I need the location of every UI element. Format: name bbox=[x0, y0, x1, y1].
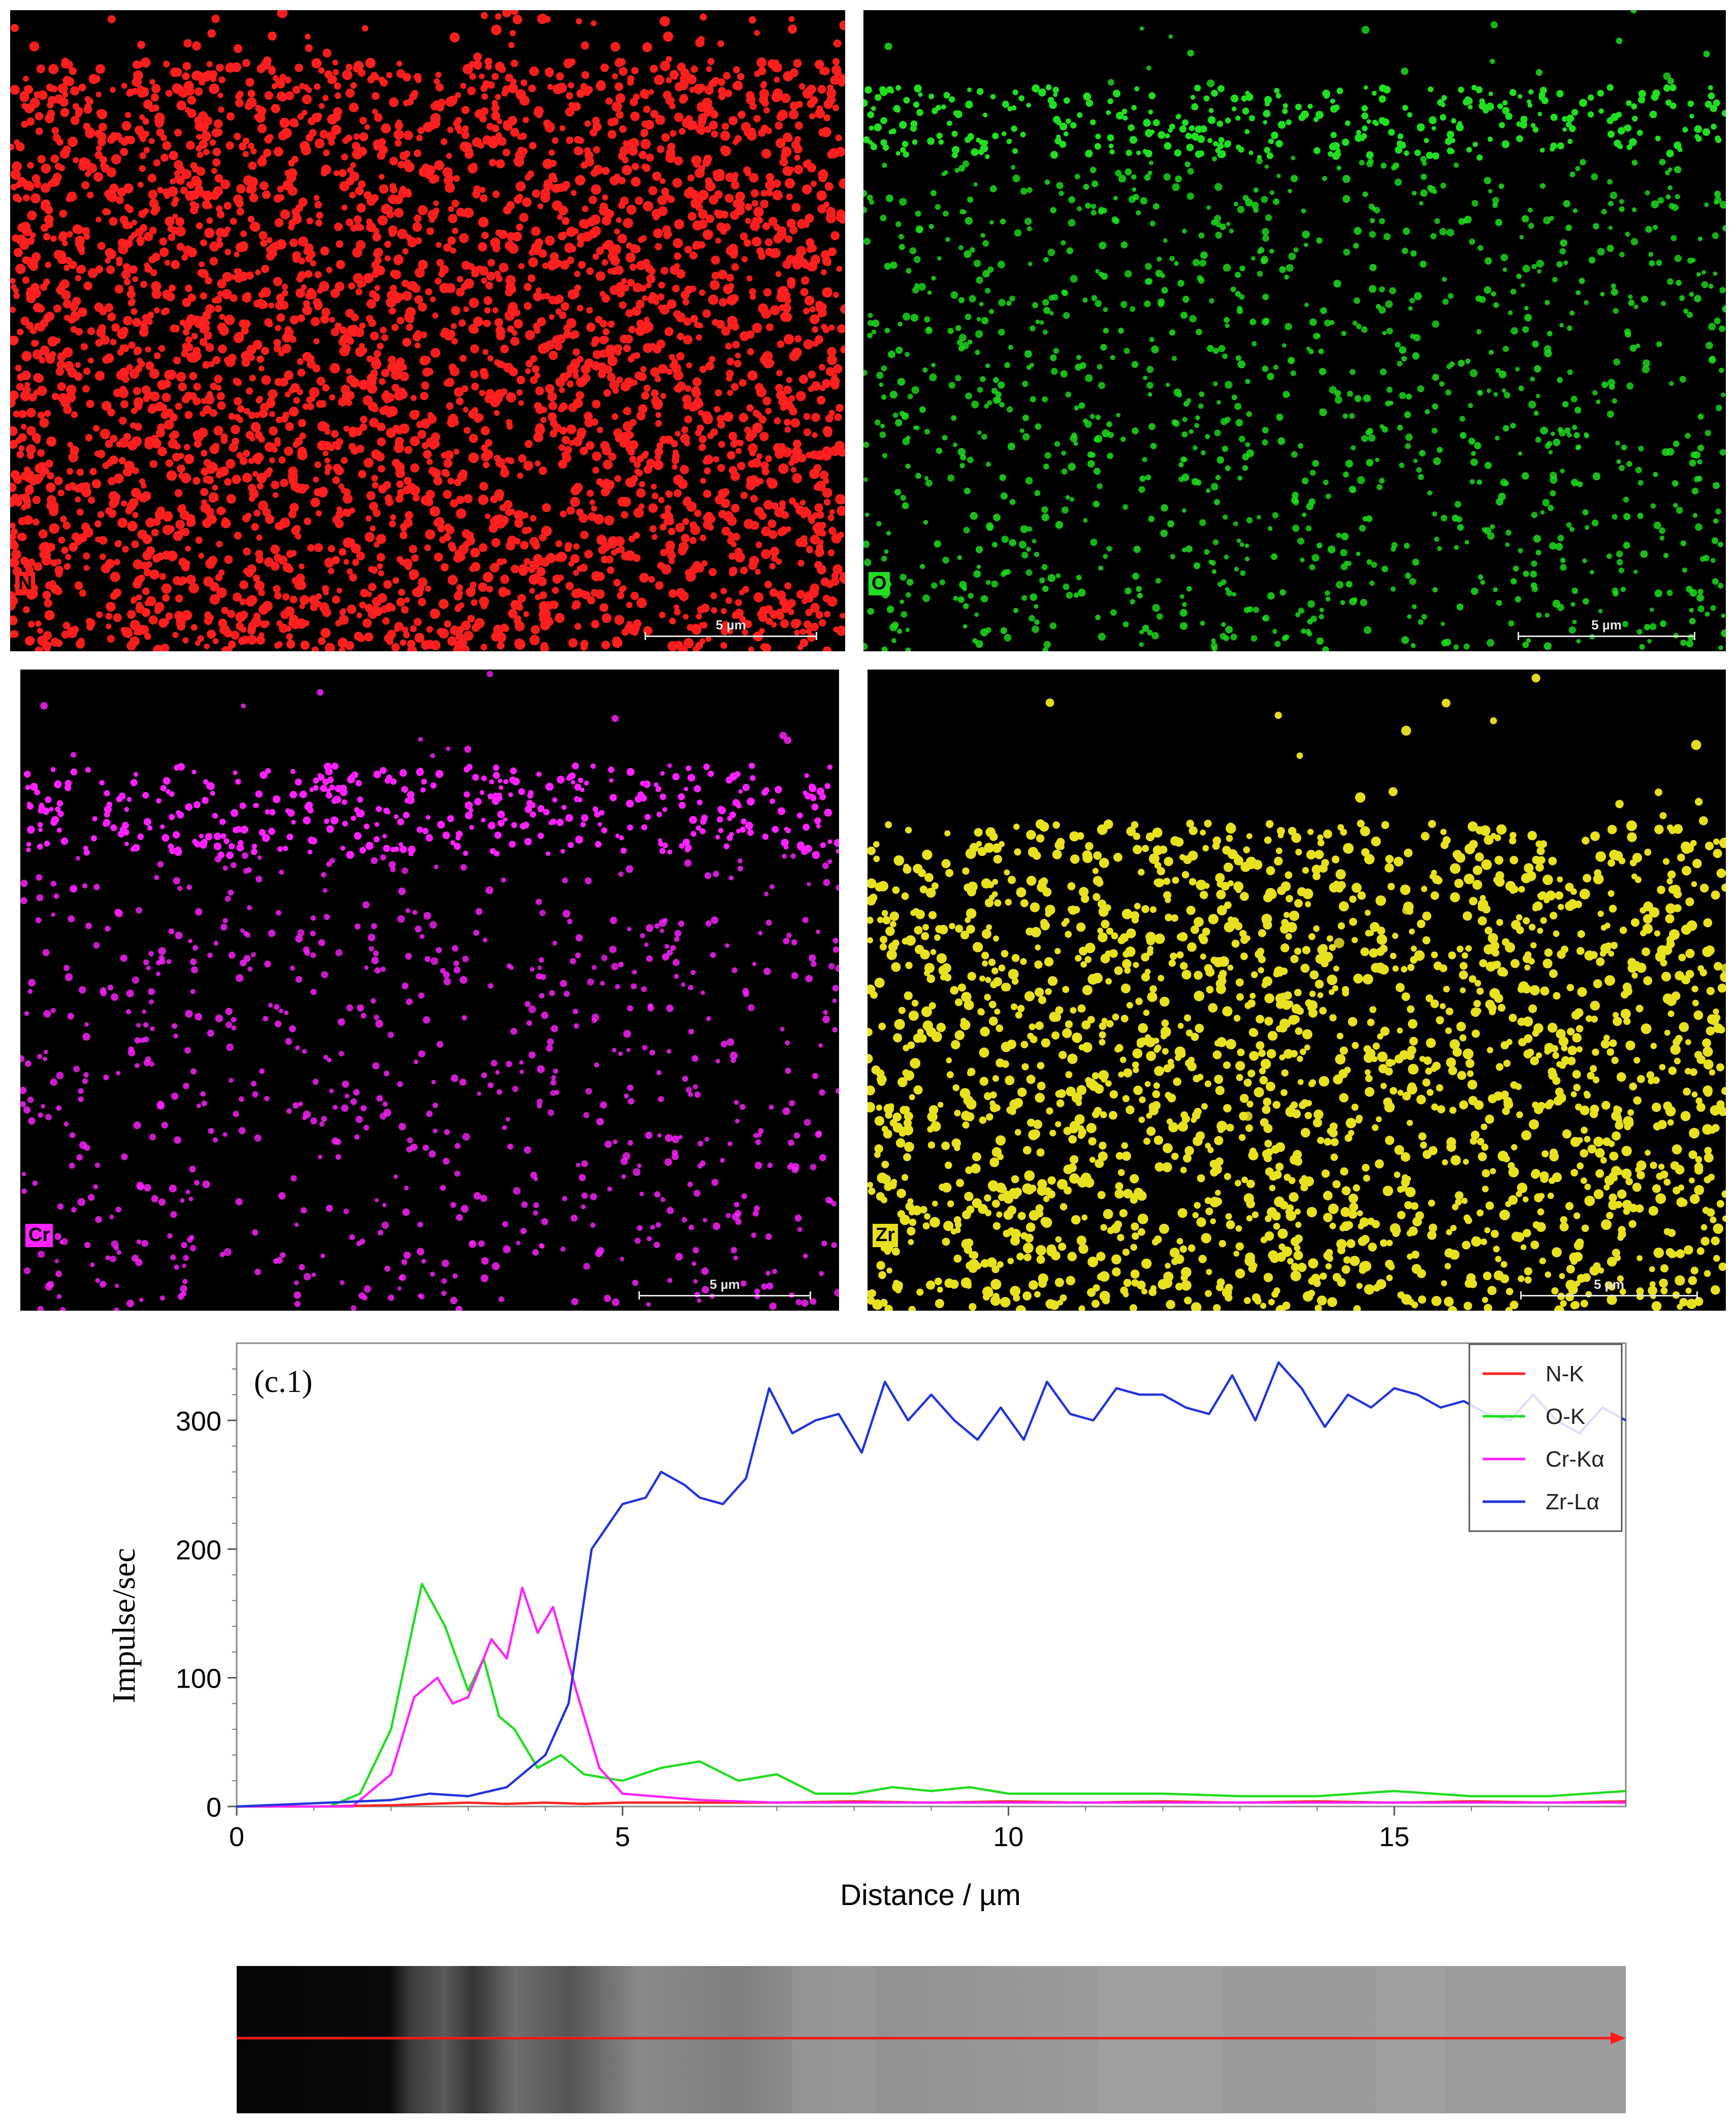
cr-map-scale-text: 5 µm bbox=[638, 1277, 811, 1292]
x-tick-label: 5 bbox=[615, 1822, 630, 1852]
y-tick-label: 200 bbox=[176, 1535, 221, 1565]
legend-entry: O-K bbox=[1546, 1404, 1585, 1429]
n-map: N 5 µm bbox=[10, 10, 845, 651]
y-tick-label: 0 bbox=[206, 1792, 221, 1823]
n-map-label: N bbox=[15, 572, 36, 595]
legend-entry: N-K bbox=[1546, 1361, 1584, 1386]
n-map-dots bbox=[10, 10, 845, 651]
o-map-label: O bbox=[869, 572, 890, 595]
zr-map-scalebar: 5 µm bbox=[1520, 1277, 1698, 1299]
o-map-scale-text: 5 µm bbox=[1518, 617, 1695, 633]
series-line-o-k bbox=[237, 1582, 1626, 1808]
chart-legend: N-K O-K Cr-Kα Zr-Lα bbox=[1468, 1343, 1623, 1532]
cr-map: Cr 5 µm bbox=[20, 670, 839, 1311]
panel-label: (c.1) bbox=[254, 1365, 312, 1399]
y-tick-label: 300 bbox=[176, 1406, 221, 1437]
zr-map-label: Zr bbox=[873, 1224, 898, 1247]
cr-map-scalebar: 5 µm bbox=[638, 1277, 811, 1299]
n-map-scalebar: 5 µm bbox=[645, 617, 817, 640]
x-tick-label: 15 bbox=[1379, 1822, 1409, 1852]
y-axis-label: Impulse/sec bbox=[106, 1548, 142, 1703]
x-tick-label: 10 bbox=[993, 1822, 1023, 1852]
chart-series bbox=[236, 1361, 1627, 1808]
zr-map: Zr 5 µm bbox=[867, 670, 1726, 1311]
cr-map-label: Cr bbox=[25, 1224, 53, 1247]
o-map: O 5 µm bbox=[863, 10, 1726, 651]
x-tick-label: 0 bbox=[229, 1822, 244, 1852]
n-map-scale-text: 5 µm bbox=[645, 617, 817, 633]
cr-map-dots bbox=[20, 671, 839, 1311]
o-map-dots bbox=[863, 10, 1726, 651]
zr-map-scale-text: 5 µm bbox=[1520, 1277, 1698, 1292]
y-tick-label: 100 bbox=[176, 1664, 221, 1694]
o-map-scalebar: 5 µm bbox=[1518, 617, 1695, 640]
legend-box bbox=[1468, 1343, 1623, 1532]
plot-frame bbox=[236, 1342, 1627, 1808]
x-axis-label: Distance / µm bbox=[840, 1879, 1021, 1912]
zr-map-dots bbox=[867, 674, 1726, 1311]
legend-entry: Cr-Kα bbox=[1546, 1447, 1604, 1472]
sem-linescan-image bbox=[237, 1966, 1626, 2113]
scan-line-arrow bbox=[237, 2032, 1626, 2044]
series-line-zr-l- bbox=[236, 1361, 1627, 1808]
legend-entry: Zr-Lα bbox=[1546, 1489, 1599, 1514]
chart-axes: 0 5 10 15 0 100 200 300 bbox=[176, 1342, 1627, 1852]
series-line-cr-k- bbox=[237, 1587, 1626, 1808]
